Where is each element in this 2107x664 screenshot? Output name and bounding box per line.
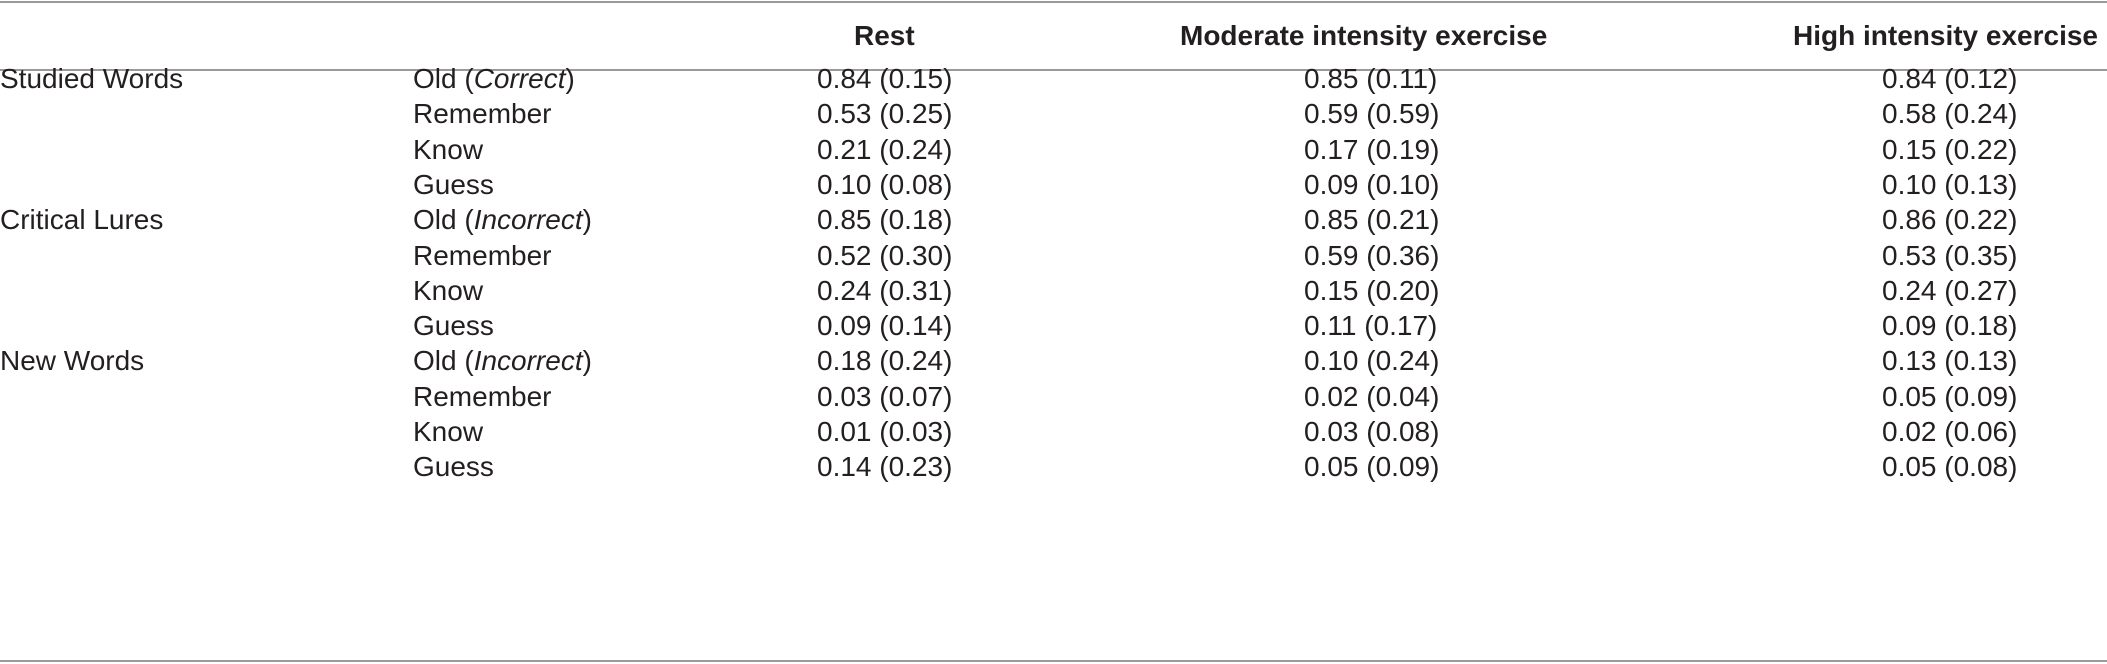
response-label: Remember [413,380,551,414]
response-text: Old ( [413,345,474,376]
moderate-value: 0.59 (0.59) [1304,98,1440,129]
group-label: Critical Lures [0,204,164,235]
response-text-end: ) [582,204,592,235]
response-text-end: ) [582,345,592,376]
high-value: 0.05 (0.08) [1882,451,2018,482]
response-italic-text: Incorrect [473,204,583,235]
response-text: Remember [413,240,552,271]
response-text: Know [413,134,484,165]
moderate-value: 0.11 (0.17) [1304,310,1438,341]
response-label: Old (Incorrect) [413,203,592,237]
moderate-value: 0.15 (0.20) [1304,275,1440,306]
rest-value: 0.21 (0.24) [817,134,953,165]
rest-value: 0.01 (0.03) [817,416,953,447]
response-label: Remember [413,239,551,273]
moderate-value: 0.85 (0.11) [1304,63,1438,94]
high-value: 0.84 (0.12) [1882,63,2018,94]
table-top-rule [0,1,2107,3]
high-value: 0.86 (0.22) [1882,204,2018,235]
moderate-value: 0.59 (0.36) [1304,240,1440,271]
response-label: Guess [413,309,494,343]
moderate-value: 0.05 (0.09) [1304,451,1440,482]
response-text: Guess [413,169,494,200]
rest-value: 0.09 (0.14) [817,310,953,341]
response-text: Remember [413,98,552,129]
response-text: Know [413,416,484,447]
response-text: Remember [413,381,552,412]
response-text-end: ) [565,63,575,94]
high-value: 0.13 (0.13) [1882,345,2018,376]
high-value: 0.58 (0.24) [1882,98,2018,129]
response-label: Old (Correct) [413,62,575,96]
moderate-value: 0.09 (0.10) [1304,169,1440,200]
rest-value: 0.18 (0.24) [817,345,953,376]
moderate-value: 0.10 (0.24) [1304,345,1440,376]
moderate-value: 0.85 (0.21) [1304,204,1440,235]
rest-value: 0.14 (0.23) [817,451,953,482]
response-label: Guess [413,168,494,202]
response-label: Know [413,274,483,308]
header-rest: Rest [854,20,915,51]
response-label: Know [413,133,483,167]
rest-value: 0.03 (0.07) [817,381,953,412]
moderate-value: 0.03 (0.08) [1304,416,1440,447]
response-italic-text: Incorrect [473,345,583,376]
moderate-value: 0.17 (0.19) [1304,134,1440,165]
high-value: 0.05 (0.09) [1882,381,2018,412]
response-text: Guess [413,310,494,341]
high-value: 0.02 (0.06) [1882,416,2018,447]
rest-value: 0.85 (0.18) [817,204,953,235]
response-label: Old (Incorrect) [413,344,592,378]
response-label: Remember [413,97,551,131]
moderate-value: 0.02 (0.04) [1304,381,1440,412]
high-value: 0.24 (0.27) [1882,275,2018,306]
table-header-rule [0,69,2107,71]
rest-value: 0.52 (0.30) [817,240,953,271]
rest-value: 0.24 (0.31) [817,275,953,306]
response-italic-text: Correct [473,63,566,94]
response-text: Guess [413,451,494,482]
group-label: New Words [0,345,145,376]
response-label: Know [413,415,483,449]
rest-value: 0.84 (0.15) [817,63,953,94]
rest-value: 0.10 (0.08) [817,169,953,200]
table-bottom-rule [0,660,2107,662]
response-text: Old ( [413,63,474,94]
high-value: 0.53 (0.35) [1882,240,2018,271]
header-moderate: Moderate intensity exercise [1180,20,1548,51]
group-label: Studied Words [0,63,184,94]
response-label: Guess [413,450,494,484]
response-text: Old ( [413,204,474,235]
response-text: Know [413,275,484,306]
high-value: 0.15 (0.22) [1882,134,2018,165]
high-value: 0.09 (0.18) [1882,310,2018,341]
header-high: High intensity exercise [1793,20,2099,51]
rest-value: 0.53 (0.25) [817,98,953,129]
high-value: 0.10 (0.13) [1882,169,2018,200]
